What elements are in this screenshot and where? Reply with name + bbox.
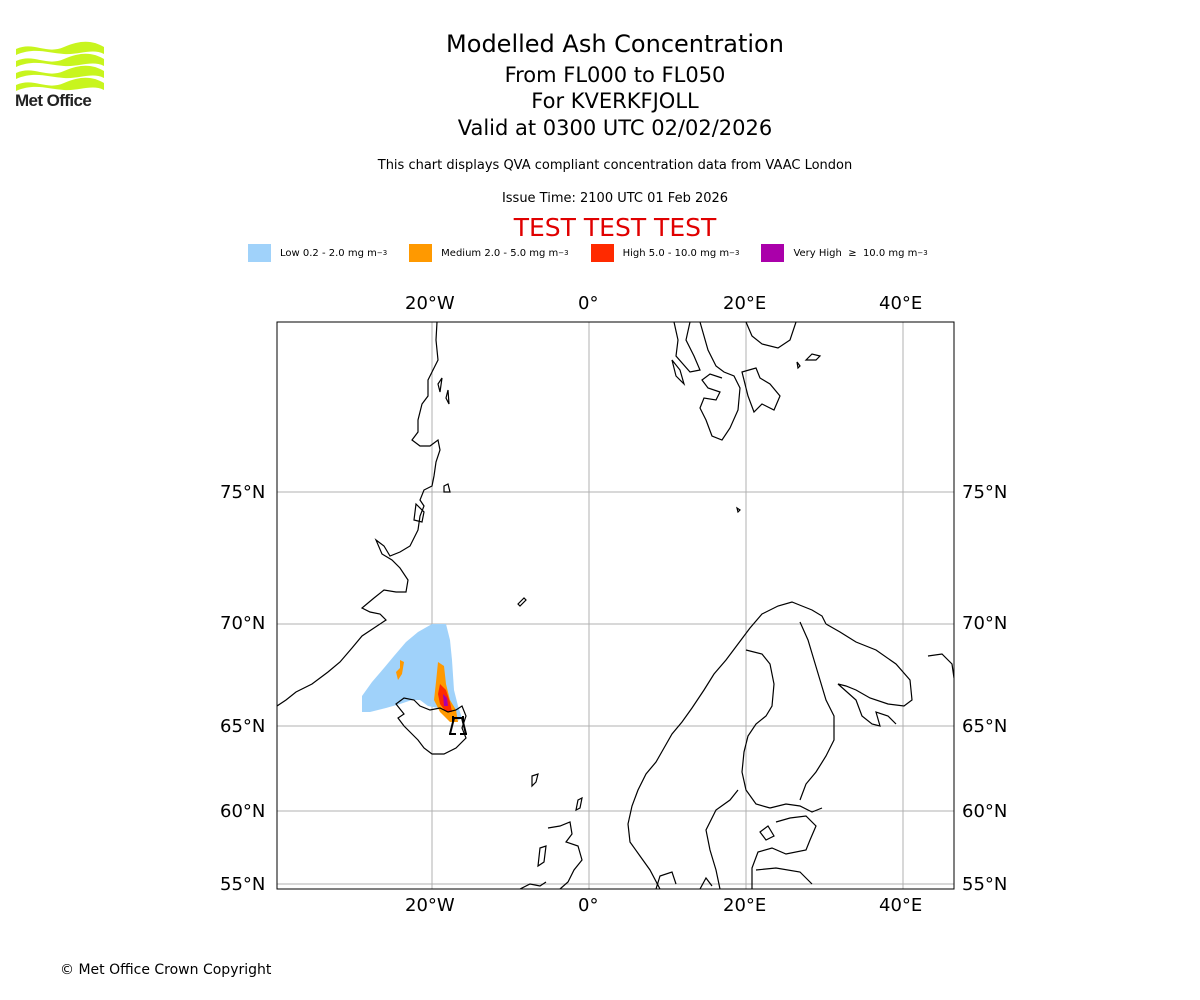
legend-label: Very High ≥ 10.0 mg m [793,247,918,259]
high-swatch-icon [590,244,614,262]
coastlines [277,322,954,889]
medium-swatch-icon [409,244,433,262]
lon-tick-top: 40°E [879,293,923,314]
map-frame [276,321,955,890]
legend-unit-exponent: −3 [917,249,928,257]
lon-tick-top: 20°E [723,293,767,314]
concentration-legend: Low 0.2 - 2.0 mg m −3 Medium 2.0 - 5.0 mg… [248,244,950,262]
legend-label: Medium 2.0 - 5.0 mg m [441,247,559,259]
volcano-name: For KVERKFJOLL [531,89,699,113]
legend-item-low: Low 0.2 - 2.0 mg m −3 [248,244,387,262]
legend-unit-exponent: −3 [729,249,740,257]
legend-label: High 5.0 - 10.0 mg m [622,247,730,259]
lon-tick-bottom: 20°E [723,895,767,916]
lat-tick-left: 75°N [220,482,266,503]
valid-time: Valid at 0300 UTC 02/02/2026 [457,116,773,140]
lon-tick-bottom: 40°E [879,895,923,916]
lat-tick-left: 65°N [220,716,266,737]
lat-tick-left: 60°N [220,801,266,822]
chart-title: Modelled Ash Concentration [446,30,784,58]
test-banner: TEST TEST TEST [513,213,717,242]
legend-unit-exponent: −3 [558,249,569,257]
lat-tick-right: 75°N [962,482,1008,503]
volcano-icon [449,716,467,735]
lat-tick-right: 65°N [962,716,1008,737]
lat-tick-right: 60°N [962,801,1008,822]
lat-tick-left: 55°N [220,874,266,895]
lat-tick-left: 70°N [220,613,266,634]
ash-very-high-region [443,694,448,706]
flight-level-range: From FL000 to FL050 [504,63,726,87]
lat-tick-right: 55°N [962,874,1008,895]
legend-unit-exponent: −3 [376,249,388,257]
qva-note: This chart displays QVA compliant concen… [377,158,853,173]
low-swatch-icon [248,244,271,262]
legend-item-very-high: Very High ≥ 10.0 mg m −3 [761,244,928,262]
legend-label: Low 0.2 - 2.0 mg m [280,247,377,259]
logo-text: Met Office [15,91,92,110]
very-high-swatch-icon [761,244,785,262]
copyright-notice: © Met Office Crown Copyright [60,962,272,978]
lon-tick-top: 0° [578,293,599,314]
issue-time: Issue Time: 2100 UTC 01 Feb 2026 [501,191,729,206]
legend-item-medium: Medium 2.0 - 5.0 mg m −3 [409,244,569,262]
ash-medium-region-west [396,660,404,680]
legend-item-high: High 5.0 - 10.0 mg m −3 [590,244,740,262]
lon-tick-bottom: 20°W [405,895,455,916]
lat-tick-right: 70°N [962,613,1008,634]
lon-tick-bottom: 0° [578,895,599,916]
graticule [277,322,954,889]
lon-tick-top: 20°W [405,293,455,314]
met-office-logo-waves-icon [16,41,104,91]
